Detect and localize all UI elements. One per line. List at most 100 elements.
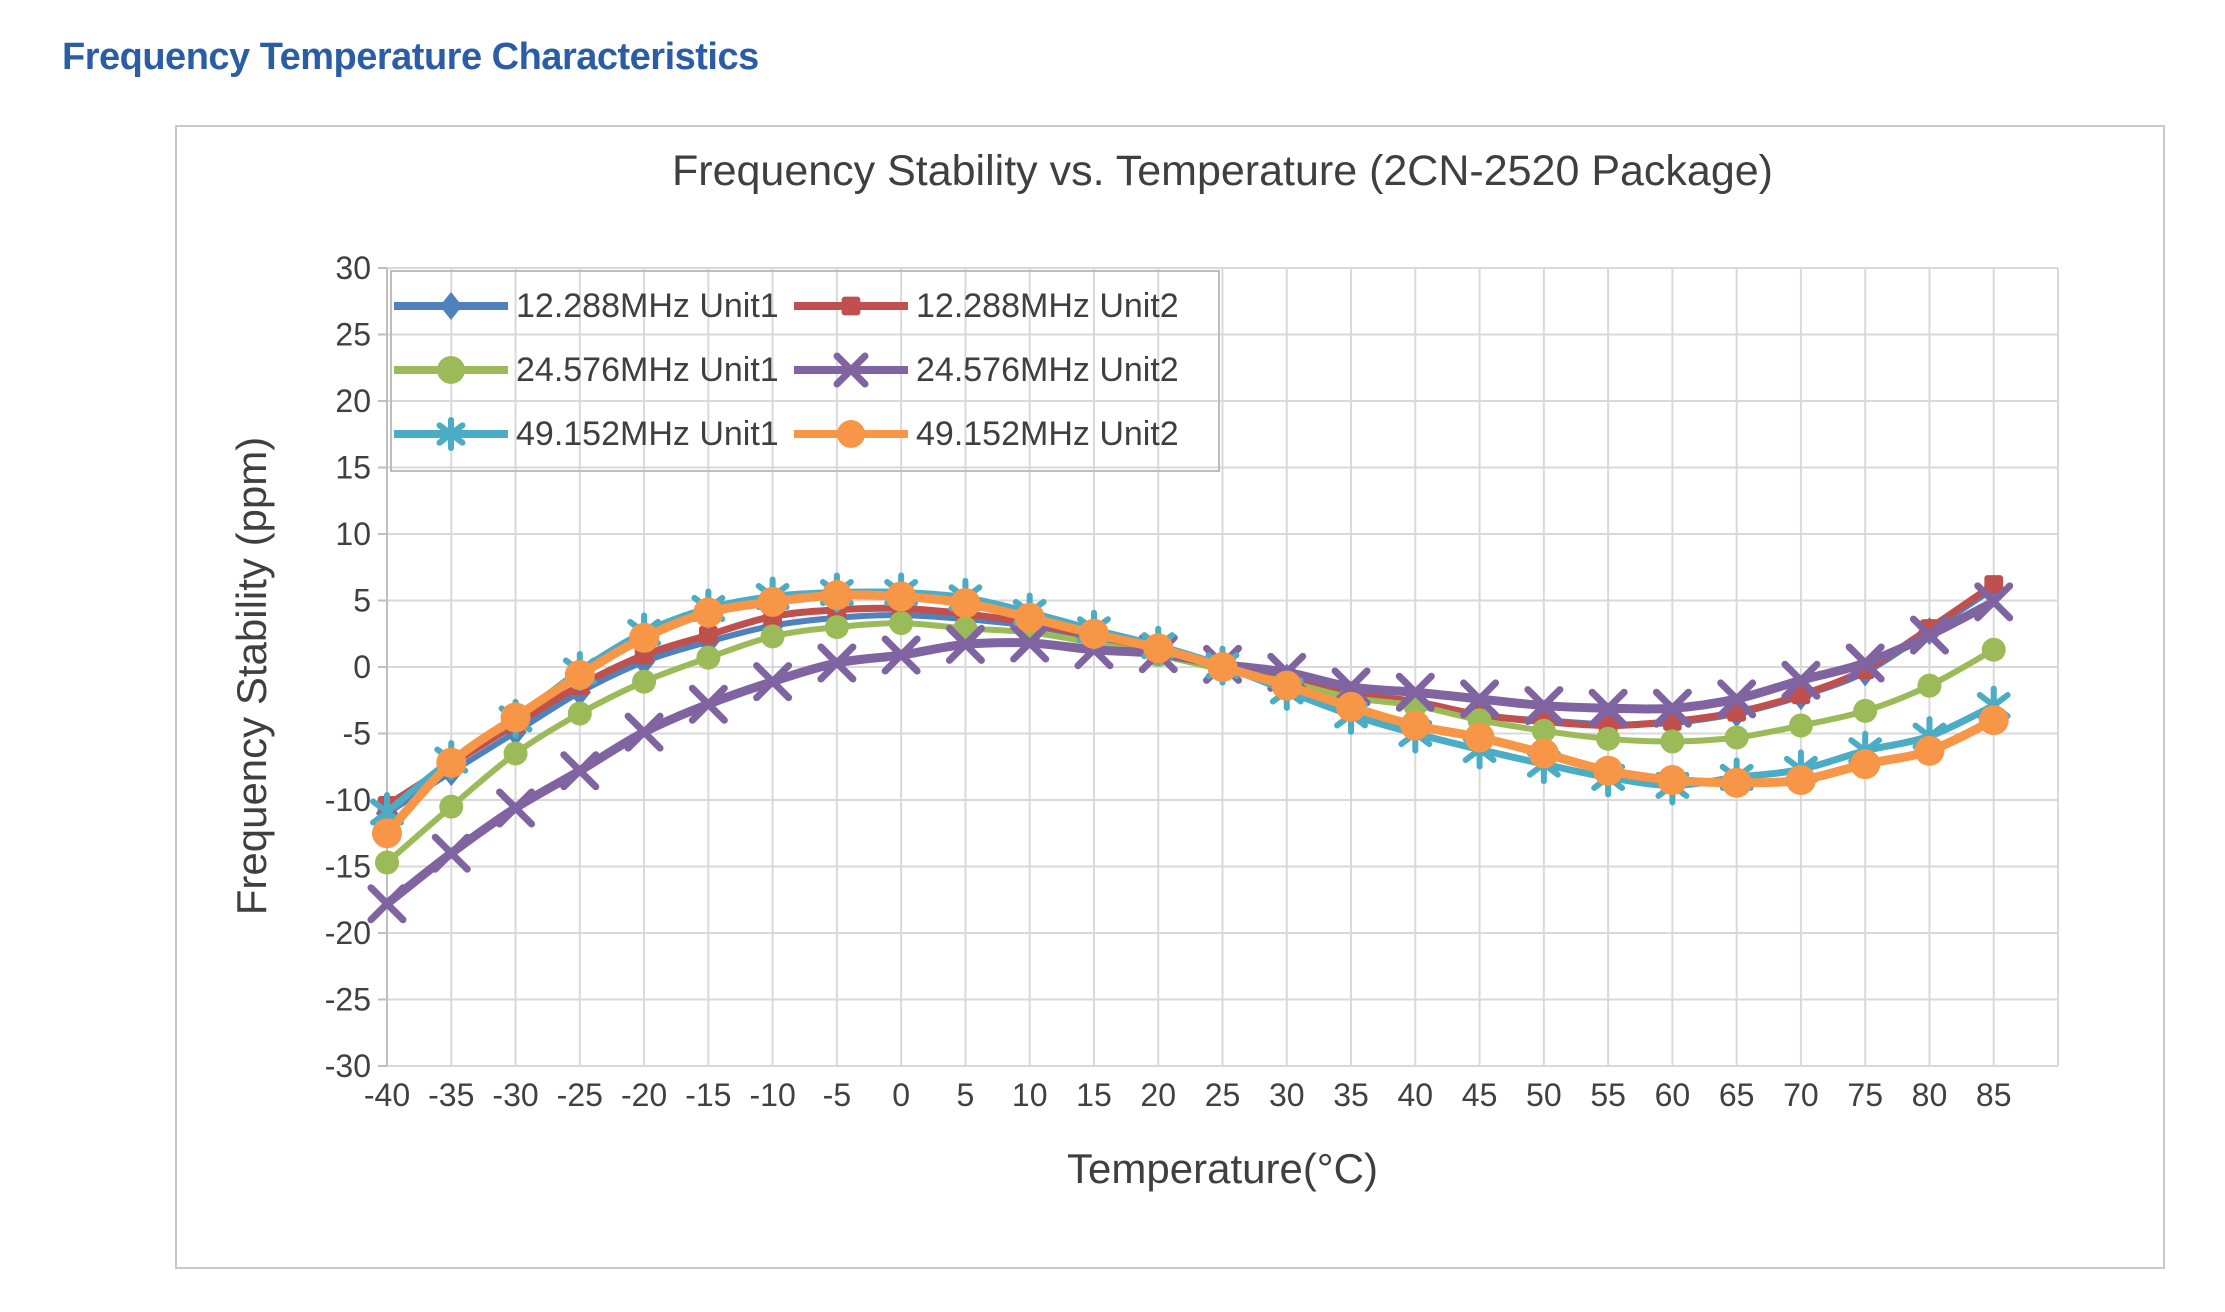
series-12-288mhz-unit1 (375, 574, 2005, 828)
x-marker (881, 635, 921, 675)
x-tick-label: -35 (428, 1077, 474, 1113)
circle-marker (889, 611, 914, 636)
legend-label: 24.576MHz Unit1 (516, 350, 779, 389)
circle-marker (1917, 673, 1942, 698)
circle-marker (1660, 729, 1685, 754)
circle-marker (1978, 705, 2009, 736)
diamond-marker (439, 292, 463, 320)
circle-marker (837, 420, 865, 448)
legend-item-3: 24.576MHz Unit1 (392, 348, 792, 392)
x-marker (945, 624, 985, 664)
x-tick-label: 35 (1333, 1077, 1369, 1113)
legend-label: 24.576MHz Unit2 (916, 350, 1179, 389)
chart-title: Frequency Stability vs. Temperature (2CN… (672, 147, 1773, 195)
x-tick-label: 50 (1526, 1077, 1562, 1113)
circle-marker (1207, 652, 1238, 682)
x-tick-label: 5 (957, 1077, 975, 1113)
circle-marker (1914, 735, 1945, 766)
series-24-576mhz-unit2 (367, 582, 2014, 924)
x-marker (1460, 679, 1500, 719)
x-marker (1781, 660, 1821, 700)
x-tick-label: -40 (364, 1077, 410, 1113)
x-tick-label: -20 (621, 1077, 667, 1113)
x-tick-label: 30 (1269, 1077, 1305, 1113)
circle-marker (1143, 633, 1174, 664)
page-title: Frequency Temperature Characteristics (62, 36, 759, 78)
circle-marker (1271, 670, 1302, 701)
frequency-stability-plot: -30 -25 -20 -15 -10 -5 0 5 10 15 20 25 30 -40 -35 -30 -2… (325, 250, 2059, 1113)
circle-marker (1593, 755, 1624, 786)
circle-marker (1596, 726, 1621, 751)
x-marker (753, 662, 793, 702)
y-tick-label: -5 (343, 716, 371, 752)
circle-marker (1528, 738, 1559, 769)
legend-line-sample (394, 417, 508, 451)
circle-marker (503, 741, 528, 766)
circle-marker (1014, 602, 1045, 633)
x-tick-label: 0 (892, 1077, 910, 1113)
x-tick-label: 45 (1462, 1077, 1498, 1113)
x-tick-label: -5 (823, 1077, 851, 1113)
x-marker (1395, 672, 1435, 712)
circle-marker (1981, 637, 2006, 662)
legend-item-5: 49.152MHz Unit1 (392, 412, 792, 456)
circle-marker (372, 818, 402, 849)
circle-marker (1724, 725, 1749, 750)
legend-line-sample (794, 352, 908, 388)
circle-marker (632, 669, 657, 694)
legend-label: 49.152MHz Unit2 (916, 414, 1179, 453)
legend-item-4: 24.576MHz Unit2 (792, 348, 1212, 392)
asterisk-marker (436, 417, 466, 451)
x-marker (496, 788, 536, 828)
x-marker (833, 352, 869, 388)
circle-marker (567, 701, 592, 726)
circle-marker (564, 659, 595, 690)
circle-marker (1721, 767, 1752, 798)
x-marker (688, 684, 728, 724)
x-tick-label: 70 (1783, 1077, 1819, 1113)
legend-label: 12.288MHz Unit1 (516, 286, 779, 325)
y-tick-label: 25 (335, 317, 371, 353)
x-marker (1588, 688, 1628, 728)
x-marker (367, 884, 407, 924)
legend-line-sample (394, 356, 508, 384)
x-marker (1524, 686, 1564, 726)
square-marker (1791, 685, 1811, 705)
x-marker (624, 712, 664, 752)
x-tick-label: 85 (1976, 1077, 2012, 1113)
x-marker (1909, 615, 1949, 655)
legend-item-1: 12.288MHz Unit1 (392, 284, 792, 328)
series-49-152mhz-unit2 (372, 580, 2009, 849)
y-tick-label: 30 (335, 250, 371, 286)
x-tick-label: 25 (1205, 1077, 1241, 1113)
chart-legend: 12.288MHz Unit1 12.288MHz Unit2 24.576MHz … (390, 270, 1220, 472)
x-tick-label: 20 (1140, 1077, 1176, 1113)
x-tick-label: 60 (1655, 1077, 1691, 1113)
y-tick-label: -15 (325, 849, 371, 885)
legend-line-sample (794, 420, 908, 448)
x-tick-label: 15 (1076, 1077, 1112, 1113)
circle-marker (821, 580, 852, 611)
circle-marker (1400, 710, 1431, 741)
legend-label: 12.288MHz Unit2 (916, 286, 1179, 325)
x-tick-label: 55 (1590, 1077, 1626, 1113)
legend-item-6: 49.152MHz Unit2 (792, 412, 1212, 456)
x-marker (1974, 582, 2014, 622)
circle-marker (1850, 749, 1881, 780)
circle-marker (1531, 718, 1556, 743)
x-axis-title: Temperature(°C) (1067, 1145, 1378, 1192)
x-tick-label: 75 (1847, 1077, 1883, 1113)
x-tick-label: -15 (685, 1077, 731, 1113)
y-tick-label: 20 (335, 383, 371, 419)
x-marker (1845, 643, 1885, 683)
y-tick-label: -30 (325, 1048, 371, 1084)
circle-marker (500, 702, 531, 733)
circle-marker (1657, 765, 1688, 796)
x-marker (1652, 688, 1692, 728)
x-marker (817, 643, 857, 683)
square-marker (841, 296, 861, 316)
y-axis-title: Frequency Stability (ppm) (228, 436, 275, 916)
x-tick-label: 80 (1912, 1077, 1948, 1113)
y-tick-label: -25 (325, 982, 371, 1018)
circle-marker (950, 588, 981, 619)
